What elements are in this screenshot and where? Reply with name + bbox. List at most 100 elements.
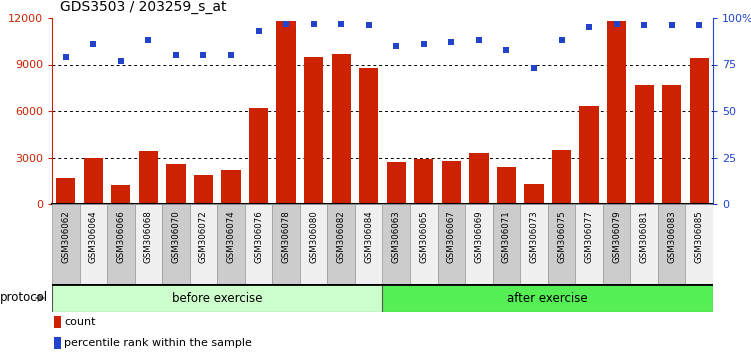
Bar [524,184,544,204]
Text: GSM306076: GSM306076 [254,210,263,263]
Text: GSM306071: GSM306071 [502,210,511,263]
Bar [438,204,465,284]
Bar [249,108,268,204]
Text: GSM306062: GSM306062 [62,210,71,263]
Point [363,23,375,28]
Text: protocol: protocol [0,291,48,304]
Text: GSM306070: GSM306070 [171,210,180,263]
Text: GSM306075: GSM306075 [557,210,566,263]
Bar [276,21,296,204]
Bar [603,204,630,284]
Bar [686,204,713,284]
Point [87,41,99,47]
Point [611,21,623,27]
Bar [83,158,103,204]
Point [252,28,264,34]
Bar [630,204,658,284]
Bar [162,204,190,284]
Bar [552,150,572,204]
Point [528,65,540,71]
Text: GSM306067: GSM306067 [447,210,456,263]
Text: before exercise: before exercise [172,291,263,304]
Text: GSM306069: GSM306069 [475,210,484,263]
Bar [80,204,107,284]
Text: GSM306077: GSM306077 [584,210,593,263]
Bar [359,68,379,204]
Bar [217,204,245,284]
Point [198,52,210,58]
Point [665,23,677,28]
Point [418,41,430,47]
Text: count: count [65,317,96,327]
Bar [273,204,300,284]
Point [473,38,485,43]
Point [115,58,127,64]
Bar [107,204,134,284]
Bar [56,178,75,204]
Point [60,54,72,60]
Text: GSM306063: GSM306063 [392,210,401,263]
Text: GSM306084: GSM306084 [364,210,373,263]
Bar [111,185,131,204]
Point [556,38,568,43]
Bar [635,85,654,204]
Point [638,23,650,28]
Bar [304,57,323,204]
Bar [222,170,240,204]
Bar [382,284,713,312]
Text: GSM306073: GSM306073 [529,210,538,263]
Bar [300,204,327,284]
Text: GSM306068: GSM306068 [144,210,153,263]
Point [308,21,320,27]
Text: GDS3503 / 203259_s_at: GDS3503 / 203259_s_at [59,0,226,15]
Bar [52,204,80,284]
Bar [54,337,61,349]
Text: GSM306082: GSM306082 [336,210,345,263]
Bar [54,316,61,328]
Bar [387,162,406,204]
Bar [607,21,626,204]
Text: percentile rank within the sample: percentile rank within the sample [65,338,252,348]
Text: GSM306078: GSM306078 [282,210,291,263]
Text: GSM306065: GSM306065 [419,210,428,263]
Point [335,21,347,27]
Bar [134,204,162,284]
Text: GSM306064: GSM306064 [89,210,98,263]
Bar [493,204,520,284]
Bar [355,204,382,284]
Bar [414,159,433,204]
Point [280,21,292,27]
Bar [580,106,599,204]
Point [225,52,237,58]
Bar [520,204,547,284]
Bar [194,175,213,204]
Bar [166,164,185,204]
Text: GSM306083: GSM306083 [667,210,676,263]
Text: GSM306080: GSM306080 [309,210,318,263]
Text: GSM306081: GSM306081 [640,210,649,263]
Text: GSM306066: GSM306066 [116,210,125,263]
Bar [190,204,217,284]
Text: GSM306074: GSM306074 [227,210,236,263]
Point [143,38,155,43]
Bar [442,161,461,204]
Bar [465,204,493,284]
Bar [331,54,351,204]
Bar [497,167,516,204]
Point [500,47,512,52]
Bar [469,153,489,204]
Text: GSM306072: GSM306072 [199,210,208,263]
Bar [410,204,438,284]
Point [583,24,595,30]
Bar [689,58,709,204]
Bar [327,204,355,284]
Point [170,52,182,58]
Bar [547,204,575,284]
Bar [575,204,603,284]
Bar [52,284,382,312]
Bar [139,151,158,204]
Point [445,39,457,45]
Bar [658,204,686,284]
Text: GSM306079: GSM306079 [612,210,621,263]
Bar [382,204,410,284]
